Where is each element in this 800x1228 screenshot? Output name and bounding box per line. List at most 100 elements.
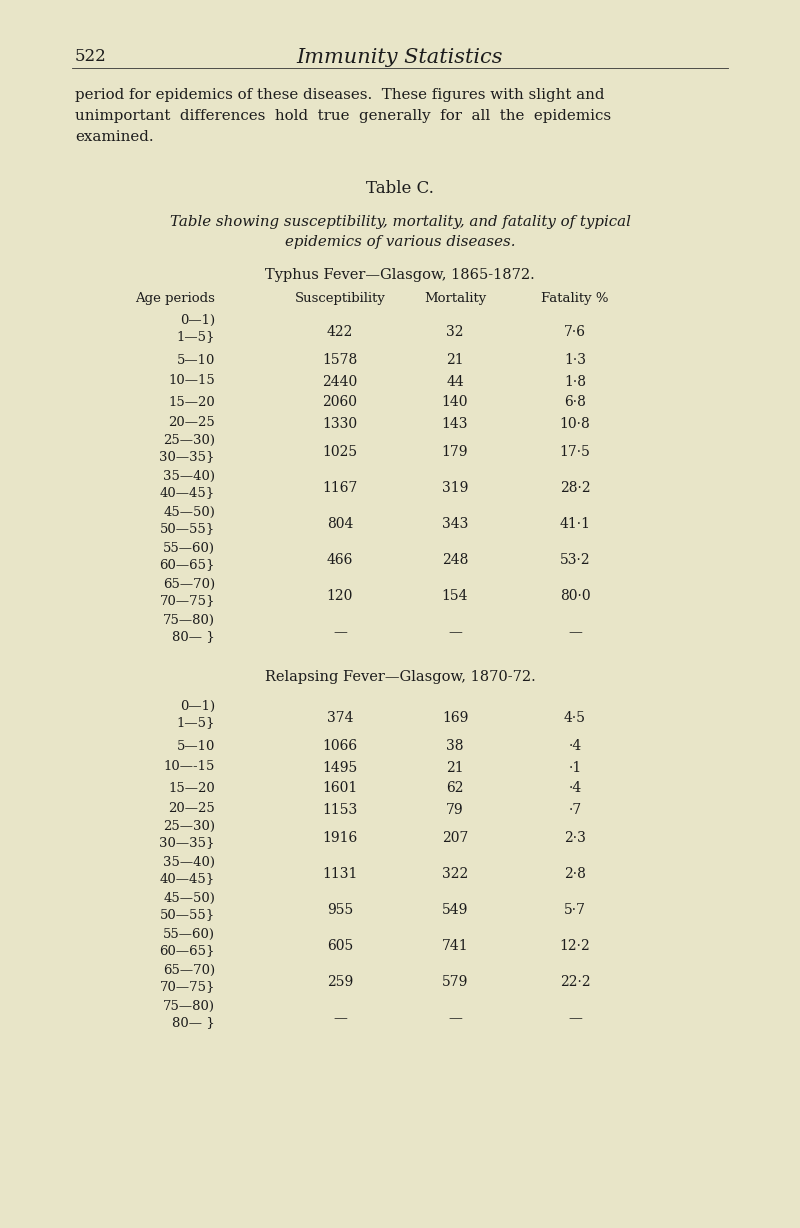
Text: 70—75}: 70—75} (159, 594, 215, 607)
Text: 53·2: 53·2 (560, 553, 590, 567)
Text: 5·7: 5·7 (564, 903, 586, 917)
Text: epidemics of various diseases.: epidemics of various diseases. (285, 235, 515, 249)
Text: 6·8: 6·8 (564, 395, 586, 409)
Text: ·1: ·1 (568, 760, 582, 775)
Text: 1153: 1153 (322, 803, 358, 817)
Text: 2·3: 2·3 (564, 831, 586, 845)
Text: 0—1): 0—1) (180, 314, 215, 327)
Text: 45—50): 45—50) (163, 892, 215, 905)
Text: 579: 579 (442, 975, 468, 989)
Text: 65—70): 65—70) (163, 964, 215, 977)
Text: 30—35}: 30—35} (159, 836, 215, 849)
Text: 1495: 1495 (322, 760, 358, 775)
Text: 38: 38 (446, 739, 464, 754)
Text: 4·5: 4·5 (564, 711, 586, 725)
Text: 259: 259 (327, 975, 353, 989)
Text: 50—55}: 50—55} (160, 907, 215, 921)
Text: 1131: 1131 (322, 867, 358, 880)
Text: 65—70): 65—70) (163, 578, 215, 591)
Text: 60—65}: 60—65} (159, 558, 215, 571)
Text: 55—60): 55—60) (163, 928, 215, 941)
Text: —: — (448, 1011, 462, 1025)
Text: 20—25: 20—25 (168, 803, 215, 815)
Text: 741: 741 (442, 939, 468, 953)
Text: 169: 169 (442, 711, 468, 725)
Text: 75—80): 75—80) (163, 1000, 215, 1013)
Text: 2·8: 2·8 (564, 867, 586, 880)
Text: ·4: ·4 (568, 739, 582, 754)
Text: 179: 179 (442, 445, 468, 459)
Text: 32: 32 (446, 325, 464, 339)
Text: 422: 422 (327, 325, 353, 339)
Text: 79: 79 (446, 803, 464, 817)
Text: 17·5: 17·5 (559, 445, 590, 459)
Text: Immunity Statistics: Immunity Statistics (297, 48, 503, 68)
Text: Fatality %: Fatality % (542, 292, 609, 305)
Text: 374: 374 (326, 711, 354, 725)
Text: 22·2: 22·2 (560, 975, 590, 989)
Text: 80·0: 80·0 (560, 589, 590, 603)
Text: Table showing susceptibility, mortality, and fatality of typical: Table showing susceptibility, mortality,… (170, 215, 630, 228)
Text: 10—15: 10—15 (168, 375, 215, 388)
Text: 154: 154 (442, 589, 468, 603)
Text: 322: 322 (442, 867, 468, 880)
Text: 55—60): 55—60) (163, 542, 215, 555)
Text: 80— }: 80— } (172, 630, 215, 643)
Text: 1578: 1578 (322, 354, 358, 367)
Text: 955: 955 (327, 903, 353, 917)
Text: 343: 343 (442, 517, 468, 530)
Text: 62: 62 (446, 781, 464, 796)
Text: 12·2: 12·2 (560, 939, 590, 953)
Text: 40—45}: 40—45} (160, 872, 215, 885)
Text: 15—20: 15—20 (168, 781, 215, 795)
Text: 80— }: 80— } (172, 1016, 215, 1029)
Text: ·4: ·4 (568, 781, 582, 796)
Text: 25—30): 25—30) (163, 433, 215, 447)
Text: 5—10: 5—10 (177, 354, 215, 366)
Text: 70—75}: 70—75} (159, 980, 215, 993)
Text: period for epidemics of these diseases.  These figures with slight and: period for epidemics of these diseases. … (75, 88, 605, 102)
Text: 140: 140 (442, 395, 468, 409)
Text: 1—5}: 1—5} (177, 330, 215, 343)
Text: 1·3: 1·3 (564, 354, 586, 367)
Text: 75—80): 75—80) (163, 614, 215, 628)
Text: 207: 207 (442, 831, 468, 845)
Text: 60—65}: 60—65} (159, 944, 215, 957)
Text: 30—35}: 30—35} (159, 449, 215, 463)
Text: 50—55}: 50—55} (160, 522, 215, 535)
Text: 25—30): 25—30) (163, 820, 215, 833)
Text: 120: 120 (327, 589, 353, 603)
Text: 466: 466 (327, 553, 353, 567)
Text: Susceptibility: Susceptibility (294, 292, 386, 305)
Text: 40—45}: 40—45} (160, 486, 215, 499)
Text: 21: 21 (446, 354, 464, 367)
Text: 35—40): 35—40) (163, 470, 215, 483)
Text: Typhus Fever—Glasgow, 1865-1872.: Typhus Fever—Glasgow, 1865-1872. (265, 268, 535, 282)
Text: 248: 248 (442, 553, 468, 567)
Text: 1601: 1601 (322, 781, 358, 796)
Text: —: — (568, 1011, 582, 1025)
Text: 45—50): 45—50) (163, 506, 215, 519)
Text: 549: 549 (442, 903, 468, 917)
Text: 1·8: 1·8 (564, 375, 586, 388)
Text: 2060: 2060 (322, 395, 358, 409)
Text: 1025: 1025 (322, 445, 358, 459)
Text: 0—1): 0—1) (180, 700, 215, 713)
Text: 5—10: 5—10 (177, 739, 215, 753)
Text: 41·1: 41·1 (559, 517, 590, 530)
Text: 10·8: 10·8 (560, 416, 590, 431)
Text: —: — (333, 1011, 347, 1025)
Text: examined.: examined. (75, 130, 154, 144)
Text: 21: 21 (446, 760, 464, 775)
Text: —: — (568, 625, 582, 639)
Text: unimportant  differences  hold  true  generally  for  all  the  epidemics: unimportant differences hold true genera… (75, 109, 611, 123)
Text: 1167: 1167 (322, 481, 358, 495)
Text: 35—40): 35—40) (163, 856, 215, 869)
Text: 44: 44 (446, 375, 464, 388)
Text: Age periods: Age periods (135, 292, 215, 305)
Text: 2440: 2440 (322, 375, 358, 388)
Text: 522: 522 (75, 48, 106, 65)
Text: 1330: 1330 (322, 416, 358, 431)
Text: Relapsing Fever—Glasgow, 1870-72.: Relapsing Fever—Glasgow, 1870-72. (265, 670, 535, 684)
Text: —: — (448, 625, 462, 639)
